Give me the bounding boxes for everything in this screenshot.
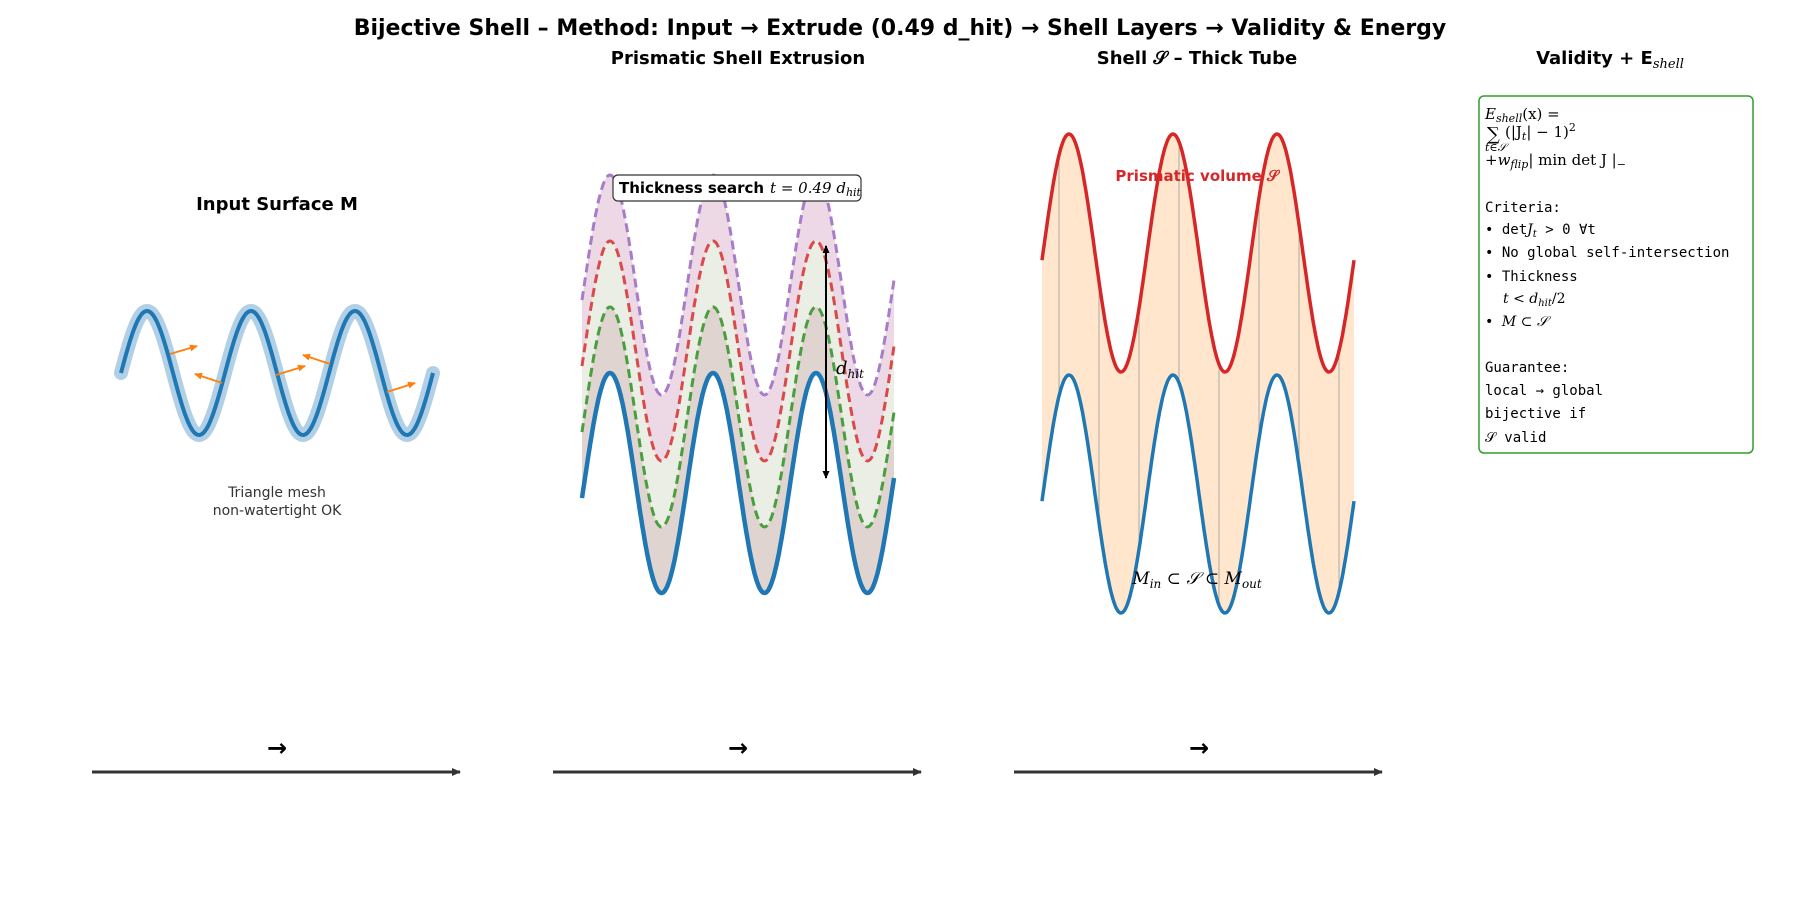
flow-arrows: → → → (92, 734, 1383, 776)
layer-fill-purple (582, 175, 894, 461)
flow-arrow-label-1: → (267, 734, 287, 762)
thickness-search-label: Thickness search t = 0.49 dhit (619, 179, 862, 199)
energy-line-3: +wflip| min det J |− (1485, 151, 1626, 171)
thickness-search-box (612, 174, 862, 202)
layer-curve-red (580, 239, 896, 463)
shell-inner-surface (1040, 373, 1356, 615)
shell-volume-fill (1042, 134, 1354, 613)
layer-curve-green (580, 305, 896, 529)
normal-arrow-1 (169, 344, 198, 355)
panel-extrusion: Prismatic Shell Extrusion dhit Thickness… (579, 48, 897, 596)
panel-validity: Validity + Eshell Eshell(x) = ∑ (|Jt| − … (1478, 48, 1754, 454)
criterion-2: • No global self-intersection (1485, 245, 1729, 261)
dhit-label: dhit (836, 358, 864, 381)
shell-relation-label: Min ⊂ 𝒮 ⊂ Mout (1131, 569, 1262, 591)
extrusion-base-surface (579, 370, 897, 596)
flow-arrow-label-3: → (1189, 734, 1209, 762)
guarantee-line-2: bijective if (1485, 406, 1586, 422)
panel-shell-title: Shell 𝒮 – Thick Tube (1097, 48, 1297, 69)
panel-input-title: Input Surface M (196, 194, 358, 215)
guarantee-title: Guarantee: (1485, 360, 1569, 376)
panel-extrusion-title: Prismatic Shell Extrusion (611, 48, 865, 69)
prism-edges (1058, 141, 1340, 606)
criterion-3: • Thickness (1485, 269, 1578, 285)
surface-normals (169, 344, 416, 393)
input-caption-line2: non-watertight OK (213, 503, 342, 519)
layer-curve-purple (580, 173, 896, 397)
layer-fill-green (582, 241, 894, 527)
prismatic-volume-label: Prismatic volume 𝒮 (1115, 167, 1281, 185)
panel-shell: Shell 𝒮 – Thick Tube Prismatic volume 𝒮 … (1040, 48, 1356, 615)
validity-box (1478, 95, 1754, 454)
energy-line-1: Eshell(x) = (1484, 105, 1560, 125)
criteria-title: Criteria: (1485, 200, 1561, 216)
criterion-1: • detJt > 0 ∀t (1485, 222, 1596, 240)
layer-fill-red (582, 175, 894, 461)
guarantee-line-3: 𝒮 valid (1485, 430, 1546, 446)
input-caption-line1: Triangle mesh (227, 485, 326, 501)
normal-arrow-4 (302, 353, 331, 365)
input-surface-curve (119, 308, 435, 438)
guarantee-line-1: local → global (1485, 383, 1603, 399)
normal-arrow-2 (194, 372, 223, 384)
figure-title: Bijective Shell – Method: Input → Extrud… (354, 16, 1447, 41)
panel-input: Input Surface M Triangle mesh non-watert… (114, 194, 440, 519)
flow-arrow-label-2: → (728, 734, 748, 762)
layer-fill-base (582, 307, 894, 593)
energy-sum-under: t∈𝒮 (1485, 141, 1510, 154)
panel-validity-title: Validity + Eshell (1536, 48, 1684, 72)
energy-sum-symbol: ∑ (1487, 124, 1500, 145)
normal-arrow-3 (275, 364, 306, 376)
criterion-3-condition: t < dhit/2 (1503, 291, 1566, 309)
energy-line-2: (|Jt| − 1)2 (1505, 121, 1576, 143)
criterion-4: • M ⊂ 𝒮 (1485, 314, 1552, 330)
shell-outer-surface (1040, 132, 1356, 374)
normal-arrow-5 (386, 381, 416, 393)
